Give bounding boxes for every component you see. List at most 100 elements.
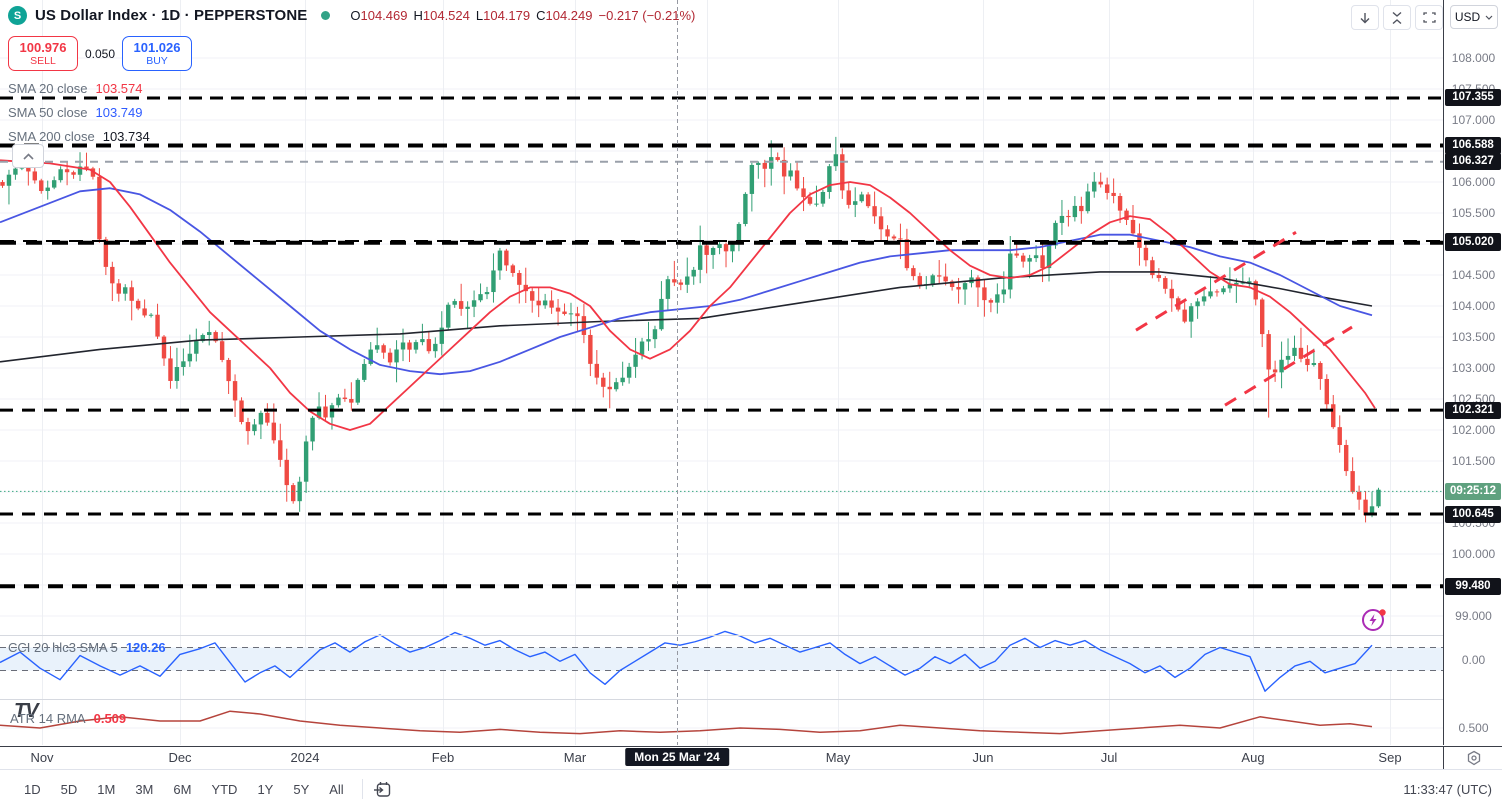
- candle-body: [1059, 215, 1065, 223]
- candle-body: [355, 379, 360, 403]
- cci-tick: 0.00: [1461, 653, 1486, 667]
- candle-body: [523, 284, 528, 292]
- candle-body: [316, 406, 322, 418]
- candle-body: [1285, 355, 1291, 360]
- candle-body: [1092, 181, 1097, 192]
- candle-body: [439, 327, 444, 344]
- candle-body: [878, 216, 884, 230]
- range-buttons: 1D 5D 1M 3M 6M YTD 1Y 5Y All: [14, 778, 354, 801]
- trendline[interactable]: [1224, 325, 1353, 407]
- candle-body: [827, 166, 832, 192]
- candle-body: [387, 352, 393, 363]
- price-level-label: 107.355: [1445, 89, 1501, 107]
- candle-body: [626, 366, 632, 378]
- symbol-logo[interactable]: S: [8, 6, 27, 25]
- range-button-5d[interactable]: 5D: [60, 781, 78, 797]
- candle-body: [1305, 358, 1310, 366]
- currency-selector[interactable]: USD: [1450, 5, 1498, 29]
- time-axis-label: 2024: [290, 750, 320, 765]
- price-tick: 107.000: [1451, 113, 1496, 127]
- sma-50-legend[interactable]: SMA 50 close 103.749: [8, 100, 150, 124]
- maximize-pane-button[interactable]: [1383, 5, 1411, 30]
- high-label: H: [413, 8, 423, 23]
- legend-collapse-button[interactable]: [12, 144, 44, 168]
- time-axis-label: Dec: [168, 750, 192, 765]
- candle-body: [458, 301, 464, 309]
- candle-body: [762, 162, 767, 169]
- candle-body: [278, 440, 283, 460]
- utc-clock[interactable]: 11:33:47 (UTC): [1403, 781, 1492, 797]
- candle-body: [891, 236, 897, 239]
- price-tick: 103.000: [1451, 361, 1496, 375]
- candle-body: [846, 190, 851, 205]
- quick-action-flash-button[interactable]: [1360, 605, 1388, 633]
- range-button-5y[interactable]: 5Y: [293, 781, 310, 797]
- candle-body: [452, 301, 457, 305]
- candle-body: [232, 381, 238, 401]
- range-button-1d[interactable]: 1D: [24, 781, 41, 797]
- range-button-3m[interactable]: 3M: [135, 781, 154, 797]
- candle-body: [239, 400, 244, 423]
- candle-body: [1124, 210, 1129, 220]
- buy-button[interactable]: 101.026 BUY: [122, 36, 192, 71]
- candle-body: [575, 313, 580, 317]
- price-level-label: 105.020: [1445, 234, 1501, 252]
- sma-20-label: SMA 20 close: [8, 80, 88, 96]
- fullscreen-button[interactable]: [1415, 5, 1443, 30]
- spread-value: 0.050: [84, 46, 116, 61]
- atr-legend[interactable]: ATR 14 RMA 0.509: [10, 711, 126, 726]
- candle-body: [962, 283, 968, 290]
- range-button-ytd[interactable]: YTD: [211, 781, 238, 797]
- price-tick: 106.000: [1451, 175, 1496, 189]
- candle-body: [1169, 288, 1174, 299]
- symbol-title[interactable]: US Dollar Index · 1D · PEPPERSTONE: [35, 7, 308, 24]
- time-axis-label: Sep: [1378, 750, 1402, 765]
- candle-body: [1292, 347, 1297, 356]
- axis-settings-corner[interactable]: [1443, 746, 1502, 769]
- candle-body: [1156, 275, 1162, 279]
- sell-button[interactable]: 100.976 SELL: [8, 36, 78, 71]
- candle-body: [58, 169, 63, 181]
- range-button-all[interactable]: All: [329, 781, 344, 797]
- price-level-label: 106.588: [1445, 137, 1501, 155]
- candle-body: [581, 316, 587, 335]
- flash-icon: [1362, 609, 1386, 631]
- candle-body: [1072, 205, 1078, 218]
- candle-body: [949, 281, 955, 287]
- candle-body: [1324, 378, 1329, 405]
- time-axis-label: Jun: [972, 750, 994, 765]
- sma-200-legend[interactable]: SMA 200 close 103.734: [8, 124, 150, 148]
- change-value: −0.217 (−0.21%): [598, 8, 696, 23]
- go-to-date-button[interactable]: [373, 780, 392, 799]
- candle-body: [1098, 181, 1103, 185]
- sma-20-legend[interactable]: SMA 20 close 103.574: [8, 76, 150, 100]
- price-tick: 104.500: [1451, 268, 1496, 282]
- price-axis[interactable]: USD 108.000107.500107.000106.000105.5001…: [1443, 0, 1502, 745]
- candle-body: [26, 165, 31, 172]
- trendline[interactable]: [1135, 230, 1297, 332]
- candle-body: [1227, 284, 1233, 289]
- range-button-1y[interactable]: 1Y: [257, 781, 274, 797]
- candle-body: [407, 342, 412, 350]
- candle-body: [614, 382, 619, 390]
- arrow-down-icon: [1360, 12, 1370, 23]
- range-button-6m[interactable]: 6M: [173, 781, 192, 797]
- scroll-to-recent-button[interactable]: [1351, 5, 1379, 30]
- cci-legend[interactable]: CCI 20 hlc3 SMA 5 120.26: [8, 640, 166, 655]
- candle-body: [665, 279, 671, 299]
- chevron-down-icon: [1485, 15, 1493, 20]
- cci-label: CCI 20 hlc3 SMA 5: [8, 640, 118, 655]
- cci-band: [0, 647, 1443, 671]
- candle-body: [1221, 288, 1226, 293]
- chevron-up-icon: [22, 152, 34, 160]
- time-axis[interactable]: Mon 25 Mar '24 Nov Dec 2024 Feb Mar May Jun Jul…: [0, 746, 1443, 769]
- candle-body: [265, 412, 270, 423]
- range-button-1m[interactable]: 1M: [97, 781, 116, 797]
- chart-quick-buttons: [1351, 5, 1443, 30]
- buy-label: BUY: [146, 55, 168, 67]
- candle-body: [32, 171, 37, 181]
- candle-body: [258, 412, 264, 425]
- chart-canvas[interactable]: [0, 0, 1443, 745]
- candle-body: [601, 377, 606, 387]
